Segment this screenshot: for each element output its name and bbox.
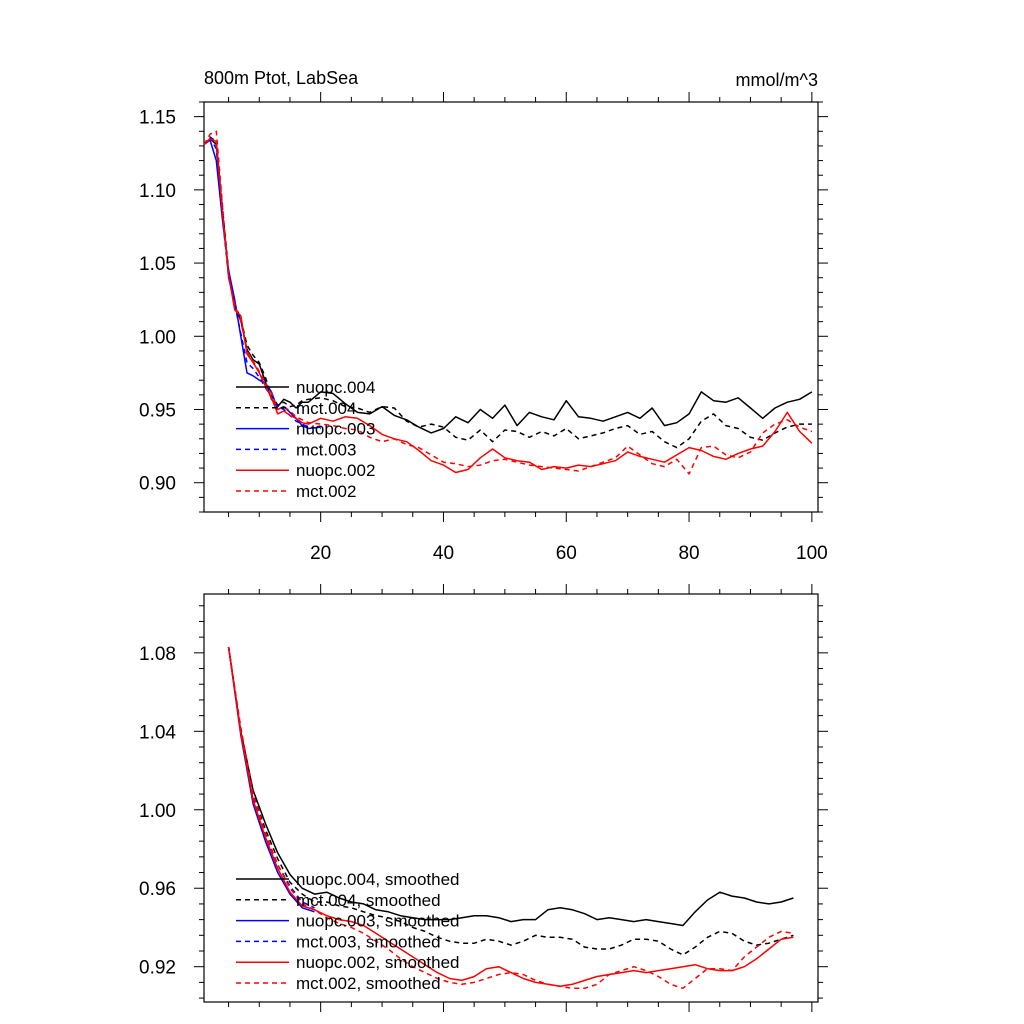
y-tick-label: 1.10 (139, 181, 176, 202)
plot-frame (203, 593, 819, 1003)
series-line (227, 646, 794, 988)
y-tick-label: 1.00 (139, 801, 176, 822)
top-panel: 800m Ptot, LabSea mmol/m^3 20 40 60 80 100 0.… (139, 68, 828, 564)
series-line (227, 646, 794, 927)
legend-label: mct.002 (296, 482, 356, 501)
x-tick-label: 60 (556, 543, 577, 564)
bottom-panel: 0.92 0.96 1.00 1.04 1.08 nuopc.004, smoothed m… (139, 584, 828, 1012)
y-tick-label: 0.90 (139, 474, 176, 495)
y-tick-label: 1.00 (139, 327, 176, 348)
series-line (227, 646, 794, 990)
y-tick-label: 1.05 (139, 254, 176, 275)
y-tick-label: 1.08 (139, 644, 176, 665)
x-tick-label: 100 (796, 543, 828, 564)
y-tick-label: 0.92 (139, 958, 176, 979)
legend-label: mct.004, smoothed (296, 891, 441, 910)
units-label: mmol/m^3 (736, 70, 818, 90)
legend-label: mct.002, smoothed (296, 974, 441, 993)
y-tick-label: 0.96 (139, 879, 176, 900)
chart-title: 800m Ptot, LabSea (204, 68, 359, 88)
legend-label: mct.003, smoothed (296, 932, 441, 951)
series-line (203, 136, 812, 449)
legend-label: mct.004 (296, 399, 356, 418)
legend-label: nuopc.003, smoothed (296, 912, 460, 931)
series-line (227, 646, 315, 909)
legend-label: nuopc.003 (296, 420, 375, 439)
legend-label: nuopc.004 (296, 378, 375, 397)
legend-label: mct.003 (296, 440, 356, 459)
series-line (203, 130, 813, 475)
legend-label: nuopc.002 (296, 461, 375, 480)
y-tick-label: 1.04 (139, 722, 176, 743)
legend-label: nuopc.002, smoothed (296, 953, 460, 972)
y-tick-label: 0.95 (139, 401, 176, 422)
x-tick-label: 20 (310, 543, 331, 564)
x-tick-label: 80 (678, 543, 699, 564)
legend-label: nuopc.004, smoothed (296, 870, 460, 889)
series-line (227, 646, 794, 956)
series-line (203, 137, 813, 434)
y-tick-label: 1.15 (139, 108, 176, 129)
x-tick-label: 40 (433, 543, 454, 564)
series-line (203, 137, 813, 474)
